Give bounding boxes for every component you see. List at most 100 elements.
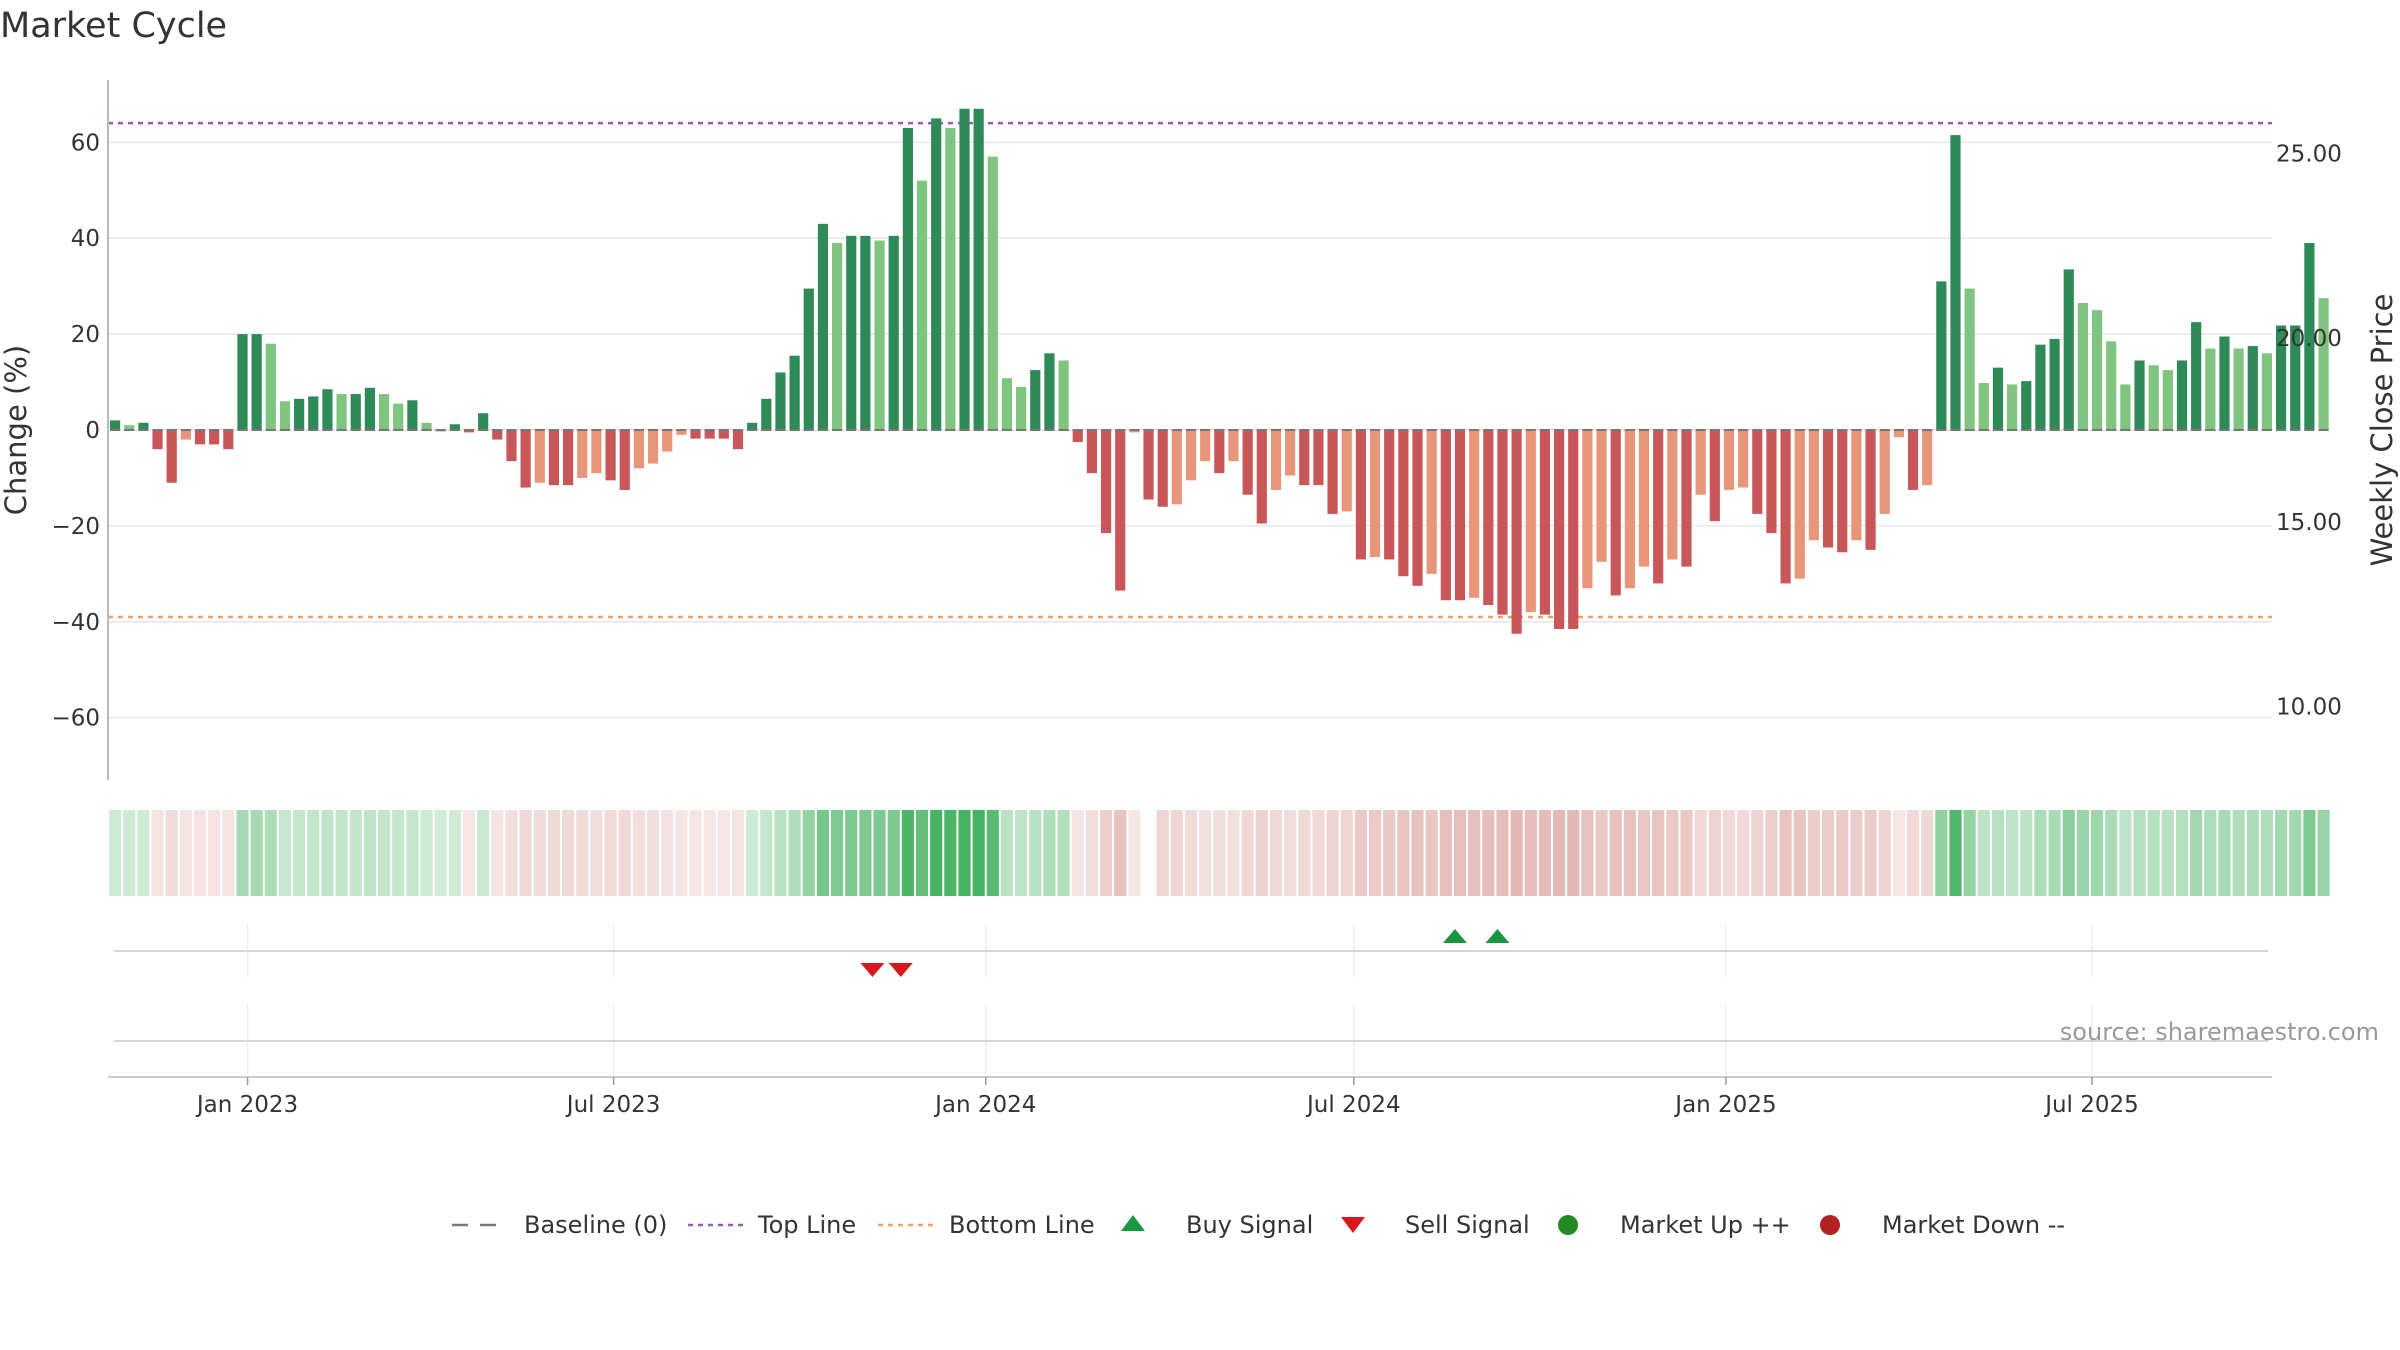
heat-cell: [562, 810, 575, 896]
change-bar: [294, 398, 305, 430]
heat-cell: [972, 810, 985, 896]
change-bar: [1270, 430, 1282, 490]
change-bar: [1100, 430, 1112, 534]
heat-cell: [250, 810, 263, 896]
y-tick-label: 60: [71, 130, 100, 156]
heat-cell: [208, 810, 221, 896]
legend-item-baseline: Baseline (0): [452, 1211, 667, 1239]
change-bar: [817, 223, 829, 430]
heat-cell: [2020, 810, 2033, 896]
heat-cell: [2034, 810, 2047, 896]
change-bar: [1539, 430, 1551, 615]
change-bar: [124, 425, 135, 430]
heat-cell: [1383, 810, 1396, 896]
y-tick-label: −60: [51, 706, 100, 732]
heat-cell: [123, 810, 136, 896]
change-bar: [2219, 336, 2230, 430]
heat-cell: [1015, 810, 1028, 896]
heat-cell: [1623, 810, 1636, 896]
change-bar: [1072, 430, 1083, 442]
heat-cell: [434, 810, 447, 896]
heat-cell: [1836, 810, 1849, 896]
heat-cell: [363, 810, 376, 896]
change-bar: [350, 394, 361, 430]
change-bar: [463, 430, 475, 433]
change-bar: [831, 243, 843, 430]
heat-cell: [1085, 810, 1098, 896]
heat-cell: [392, 810, 405, 896]
change-bar: [1950, 135, 1961, 430]
change-bar: [1214, 430, 1225, 474]
heat-cell: [1510, 810, 1523, 896]
change-bar: [1553, 430, 1565, 629]
change-bar: [761, 398, 772, 430]
change-bar: [1667, 430, 1678, 560]
heat-cell: [1298, 810, 1311, 896]
change-bar: [1638, 430, 1650, 567]
change-bar: [1907, 430, 1919, 490]
legend-label: Top Line: [757, 1211, 856, 1239]
change-bar: [1978, 383, 1989, 430]
legend-item-buy: Buy Signal: [1121, 1211, 1313, 1239]
heat-cell: [1751, 810, 1764, 896]
change-bar: [605, 430, 616, 481]
heat-cell: [293, 810, 306, 896]
change-bar: [1922, 430, 1933, 486]
heat-cell: [519, 810, 532, 896]
change-bar: [2035, 344, 2046, 430]
heat-cell: [236, 810, 249, 896]
heat-cell: [1906, 810, 1920, 896]
heat-cell: [377, 810, 391, 896]
change-bar: [1086, 430, 1098, 474]
change-bar: [1115, 430, 1126, 591]
heat-cell: [1765, 810, 1778, 896]
change-bar: [1582, 430, 1593, 589]
change-bar: [591, 430, 602, 474]
heat-cell: [1241, 810, 1254, 896]
change-bar: [1483, 430, 1494, 605]
heat-cell: [1878, 810, 1891, 896]
change-bar: [1624, 430, 1635, 589]
heat-cell: [1991, 810, 2005, 896]
change-bar: [393, 403, 404, 430]
sell-signal-legend-icon: [1341, 1217, 1365, 1233]
change-bar: [2162, 370, 2173, 430]
heat-cell: [2317, 810, 2330, 896]
change-bar: [973, 108, 984, 430]
heat-cell: [2062, 810, 2075, 896]
change-bar: [548, 430, 560, 486]
change-bar: [2318, 298, 2329, 430]
change-bar: [1497, 430, 1508, 615]
change-bar: [1454, 430, 1466, 601]
legend-item-sell: Sell Signal: [1341, 1211, 1530, 1239]
change-bar: [2077, 302, 2088, 430]
heat-cell: [1524, 810, 1537, 896]
change-bar: [2304, 243, 2315, 430]
source-note: source: sharemaestro.com: [2060, 1018, 2379, 1046]
heat-cell: [1184, 810, 1198, 896]
y-axis-title: Change (%): [0, 345, 33, 515]
change-bar: [1058, 360, 1069, 430]
heat-cell: [788, 810, 801, 896]
heat-cell: [661, 810, 674, 896]
change-bar: [1044, 353, 1055, 430]
change-bar: [690, 430, 701, 439]
change-bar: [265, 343, 276, 430]
change-bar: [2106, 341, 2117, 430]
change-bar: [577, 430, 588, 478]
change-bar: [619, 430, 630, 490]
change-bar: [2007, 384, 2018, 430]
legend-label: Bottom Line: [949, 1211, 1095, 1239]
buy-signal-marker: [1442, 929, 1467, 943]
change-bar: [1228, 430, 1239, 462]
heat-cell: [1043, 810, 1056, 896]
heat-cell: [1453, 810, 1467, 896]
change-bar: [1851, 430, 1862, 541]
heat-cell: [1850, 810, 1863, 896]
heat-cell: [1000, 810, 1014, 896]
heat-cell: [2133, 810, 2146, 896]
heat-cell: [1694, 810, 1707, 896]
legend-label: Market Down --: [1882, 1211, 2065, 1239]
change-bar: [2290, 325, 2301, 430]
